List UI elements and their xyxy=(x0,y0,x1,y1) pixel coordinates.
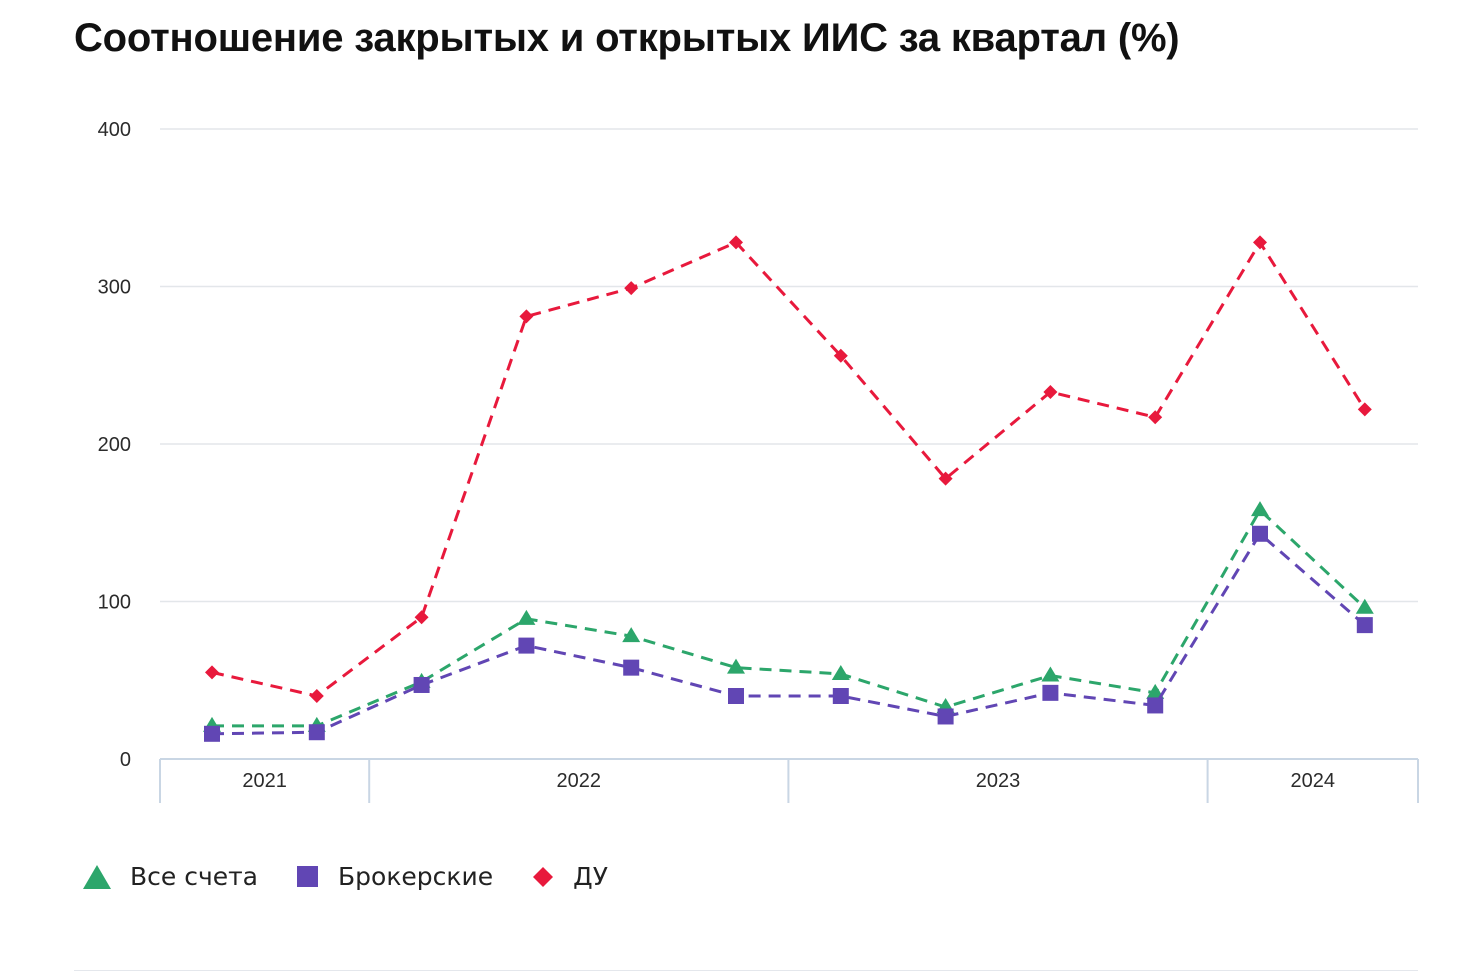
y-tick-label: 200 xyxy=(98,434,131,456)
diamond-icon xyxy=(533,866,554,887)
grid-lines xyxy=(160,128,1418,603)
data-point xyxy=(727,658,745,674)
legend-label: Брокерские xyxy=(338,862,494,891)
data-point xyxy=(938,471,953,486)
data-point xyxy=(1041,666,1060,682)
data-point xyxy=(622,627,641,643)
data-point xyxy=(833,348,848,363)
data-point xyxy=(1042,684,1059,701)
chart-title: Соотношение закрытых и открытых ИИС за к… xyxy=(74,16,1180,60)
x-tick-label: 2023 xyxy=(976,770,1021,792)
data-point xyxy=(1252,525,1268,542)
data-point xyxy=(309,689,324,703)
divider xyxy=(74,970,1418,971)
data-point xyxy=(624,281,639,296)
data-point xyxy=(937,708,954,725)
series-triangle xyxy=(203,501,1374,732)
data-point xyxy=(1251,501,1269,517)
y-tick-label: 300 xyxy=(98,277,131,299)
data-point xyxy=(832,688,849,704)
series-square xyxy=(204,525,1373,742)
data-point xyxy=(1357,402,1372,417)
data-point xyxy=(1253,235,1267,250)
legend-item-brokerage[interactable]: Брокерские xyxy=(296,862,493,891)
data-point xyxy=(1043,385,1058,400)
data-point xyxy=(623,659,640,676)
data-point xyxy=(1147,697,1164,714)
legend-label: Все счета xyxy=(130,862,259,891)
x-axis: 2021 2022 2023 2024 xyxy=(159,758,1419,803)
data-point xyxy=(517,609,536,625)
data-point xyxy=(1355,598,1374,614)
y-axis: 0 100 200 300 400 xyxy=(98,119,131,771)
triangle-icon xyxy=(83,864,111,889)
data-point xyxy=(831,664,850,680)
legend-item-all-accounts[interactable]: Все счета xyxy=(82,862,258,891)
x-tick-label: 2021 xyxy=(242,770,287,792)
data-point xyxy=(1146,683,1165,699)
square-icon xyxy=(297,865,319,887)
y-tick-label: 100 xyxy=(98,592,131,614)
data-point xyxy=(518,637,535,654)
series-diamond xyxy=(205,235,1372,703)
line-chart: 0 100 200 300 400 2021 2022 2023 2024 xyxy=(98,119,1419,803)
legend-item-du[interactable]: ДУ xyxy=(531,862,608,891)
data-point xyxy=(205,665,219,680)
series-layer xyxy=(203,235,1374,742)
x-tick-label: 2022 xyxy=(557,770,602,792)
y-tick-label: 0 xyxy=(120,749,131,771)
data-point xyxy=(519,309,534,324)
data-point xyxy=(308,724,325,741)
x-tick-label: 2024 xyxy=(1291,770,1336,792)
legend: Все счета Брокерские ДУ xyxy=(82,862,646,891)
data-point xyxy=(413,676,430,693)
data-point xyxy=(414,610,429,625)
series-line xyxy=(212,508,1366,728)
data-point xyxy=(728,688,744,704)
data-point xyxy=(729,235,743,250)
data-point xyxy=(204,725,220,742)
legend-label: ДУ xyxy=(573,862,608,891)
y-tick-label: 400 xyxy=(98,119,131,141)
data-point xyxy=(1148,410,1163,425)
data-point xyxy=(1356,617,1373,634)
series-line xyxy=(211,532,1366,736)
